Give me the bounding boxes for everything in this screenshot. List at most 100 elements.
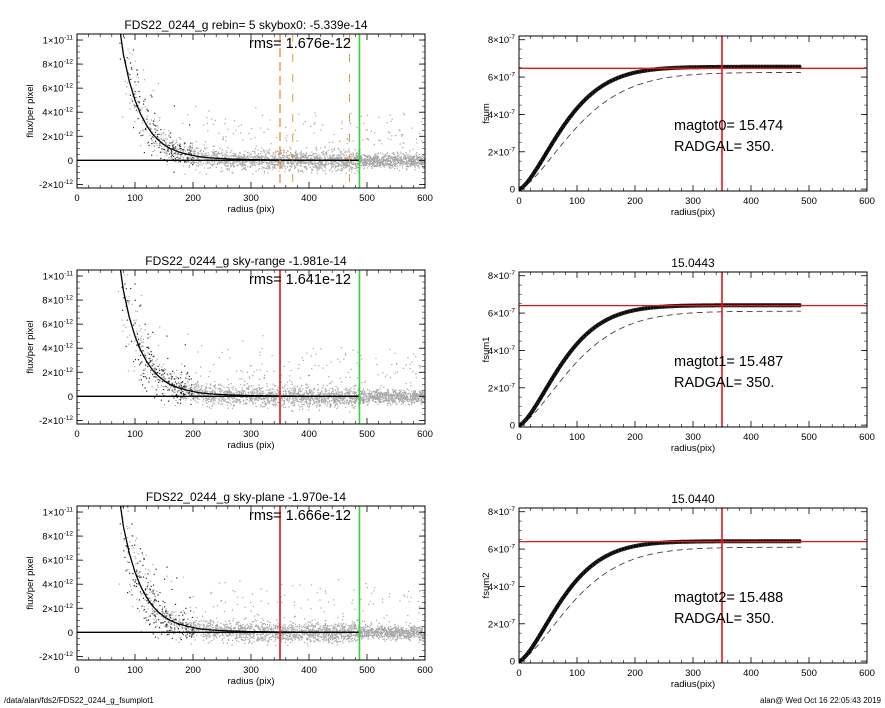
scatter-point xyxy=(201,153,204,155)
scatter-point xyxy=(206,406,208,408)
scatter-point xyxy=(374,158,376,160)
scatter-point xyxy=(258,384,260,386)
scatter-point xyxy=(421,140,423,142)
scatter-point xyxy=(371,167,373,169)
scatter-point xyxy=(168,399,170,402)
scatter-point xyxy=(161,380,163,383)
scatter-point xyxy=(253,156,255,158)
scatter-point xyxy=(285,383,287,385)
scatter-point xyxy=(327,163,330,165)
scatter-point xyxy=(155,360,157,362)
scatter-point xyxy=(254,402,256,404)
scatter-point xyxy=(250,391,252,393)
scatter-point xyxy=(418,164,420,166)
scatter-point xyxy=(283,154,285,156)
scatter-point xyxy=(257,169,260,171)
magtot-annotation: magtot0= 15.474 xyxy=(674,118,783,134)
scatter-point xyxy=(164,378,166,380)
scatter-point xyxy=(294,167,296,169)
scatter-point xyxy=(242,139,244,141)
scatter-point xyxy=(146,121,149,123)
scatter-point xyxy=(313,166,315,168)
scatter-point xyxy=(336,158,338,160)
y-tick-label: 1×10-11 xyxy=(43,35,74,47)
scatter-point xyxy=(235,399,237,401)
scatter-point xyxy=(416,156,418,158)
scatter-point xyxy=(174,157,176,160)
scatter-point xyxy=(291,392,293,394)
scatter-point xyxy=(188,156,190,159)
scatter-point xyxy=(363,400,365,402)
scatter-point xyxy=(296,161,298,163)
scatter-point xyxy=(265,156,268,158)
scatter-point xyxy=(387,131,390,133)
scatter-point xyxy=(154,134,156,136)
scatter-point xyxy=(297,157,299,159)
scatter-point xyxy=(335,391,337,393)
scatter-point xyxy=(305,165,307,168)
scatter-point xyxy=(240,156,242,158)
scatter-point xyxy=(264,158,266,160)
scatter-point xyxy=(245,403,247,405)
scatter-point xyxy=(126,86,128,88)
scatter-point xyxy=(361,382,363,384)
scatter-point xyxy=(299,157,301,160)
scatter-point xyxy=(254,148,257,150)
scatter-point xyxy=(159,144,161,146)
scatter-point xyxy=(242,391,244,394)
scatter-point xyxy=(374,156,377,159)
scatter-point xyxy=(337,164,339,166)
scatter-point xyxy=(177,159,179,161)
scatter-point xyxy=(229,391,231,393)
growth-marker xyxy=(522,183,527,188)
scatter-point xyxy=(391,156,393,158)
scatter-point xyxy=(379,162,381,165)
scatter-point xyxy=(366,161,368,163)
scatter-point xyxy=(348,148,350,150)
scatter-point xyxy=(325,161,327,163)
scatter-point xyxy=(211,396,213,398)
scatter-point xyxy=(301,403,303,405)
scatter-point xyxy=(364,399,367,401)
scatter-point xyxy=(384,392,386,394)
scatter-point xyxy=(416,142,418,144)
scatter-point xyxy=(209,396,211,398)
scatter-point xyxy=(387,400,389,402)
scatter-point xyxy=(240,384,242,386)
scatter-point xyxy=(311,168,313,170)
scatter-point xyxy=(246,402,248,404)
scatter-point xyxy=(413,156,415,159)
scatter-point xyxy=(266,167,268,169)
scatter-point xyxy=(295,393,297,395)
scatter-point xyxy=(317,167,319,169)
scatter-point xyxy=(280,152,282,155)
scatter-point xyxy=(278,170,280,172)
scatter-point xyxy=(340,169,342,171)
scatter-point xyxy=(300,161,302,163)
scatter-point xyxy=(139,132,141,134)
scatter-point xyxy=(244,155,246,157)
scatter-point xyxy=(119,258,120,259)
scatter-point xyxy=(310,392,312,394)
scatter-point xyxy=(356,167,358,169)
scatter-point xyxy=(383,386,385,388)
scatter-point xyxy=(245,169,247,171)
scatter-point xyxy=(227,391,229,393)
scatter-point xyxy=(404,392,406,394)
scatter-point xyxy=(284,389,286,391)
scatter-point xyxy=(206,390,208,393)
scatter-point xyxy=(203,154,205,156)
scatter-point xyxy=(318,167,321,169)
scatter-point xyxy=(184,386,186,388)
growth-marker xyxy=(533,168,538,173)
scatter-point xyxy=(179,146,181,148)
scatter-point xyxy=(213,400,215,402)
scatter-point xyxy=(273,160,275,162)
scatter-point xyxy=(320,152,323,154)
scatter-point xyxy=(274,401,276,403)
scatter-point xyxy=(405,157,407,159)
growth-marker xyxy=(531,172,535,177)
scatter-point xyxy=(271,392,273,395)
scatter-point xyxy=(387,151,389,154)
scatter-point xyxy=(318,401,320,403)
